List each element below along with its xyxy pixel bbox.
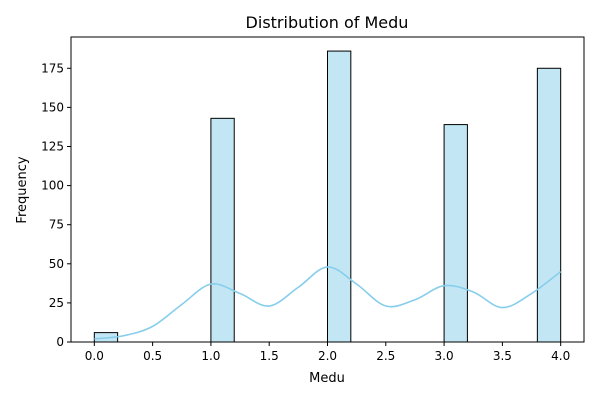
y-tick-label: 75 (49, 218, 64, 232)
x-tick-label: 0.5 (143, 349, 162, 363)
kde-curve (94, 266, 562, 340)
x-tick-label: 3.5 (493, 349, 512, 363)
x-tick-label: 3.0 (435, 349, 454, 363)
chart-title: Distribution of Medu (246, 13, 409, 32)
x-axis-ticks: 0.0 0.5 1.0 1.5 2.0 2.5 3.0 3.5 4.0 (85, 342, 570, 363)
histogram-bar-4 (536, 67, 562, 343)
y-tick-label: 100 (41, 179, 64, 193)
y-tick-label: 50 (49, 257, 64, 271)
x-tick-label: 0.0 (85, 349, 104, 363)
kde-group (94, 266, 562, 340)
y-tick-label: 25 (49, 296, 64, 310)
histogram-bar-2 (327, 50, 352, 343)
y-tick-label: 0 (56, 335, 64, 349)
histogram-bar-3 (443, 124, 468, 343)
y-tick-label: 150 (41, 100, 64, 114)
histogram-bar-1 (210, 117, 235, 343)
x-tick-label: 4.0 (551, 349, 570, 363)
x-tick-label: 2.0 (318, 349, 337, 363)
y-tick-label: 175 (41, 61, 64, 75)
x-tick-label: 2.5 (376, 349, 395, 363)
y-axis-ticks: 0 25 50 75 100 125 150 175 (41, 61, 71, 349)
x-tick-label: 1.5 (260, 349, 279, 363)
x-axis-label: Medu (309, 371, 345, 386)
plot-frame (70, 36, 585, 343)
x-tick-label: 1.0 (201, 349, 220, 363)
bars-group (93, 50, 562, 343)
y-tick-label: 125 (41, 139, 64, 153)
y-axis-label: Frequency (15, 156, 30, 223)
